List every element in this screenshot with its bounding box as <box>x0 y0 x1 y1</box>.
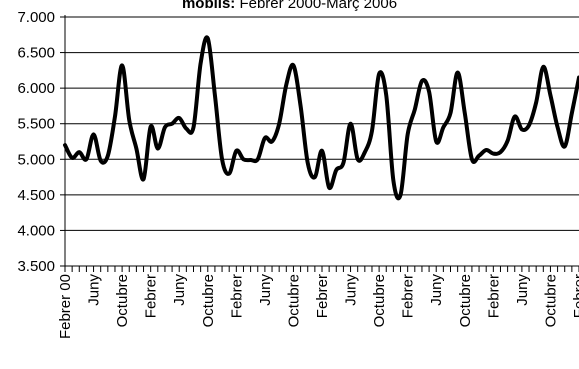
x-tick-label-9: Febrer <box>314 274 331 318</box>
y-tick-label-1: 4.000 <box>17 222 55 239</box>
x-tick-label-2: Octubre <box>114 274 131 327</box>
y-tick-labels: 3.500 4.000 4.500 5.000 5.500 6.000 6.500 7.000 <box>17 9 55 275</box>
x-tick-label-8: Octubre <box>285 274 302 327</box>
chart-title-rest: Febrer 2000-Març 2006 <box>235 0 398 12</box>
x-tick-label-14: Octubre <box>457 274 474 327</box>
x-tick-label-5: Octubre <box>200 274 217 327</box>
x-tick-labels: Febrer 00 Juny Octubre Febrer Juny Octubre Feb… <box>57 274 579 340</box>
x-tick-label-12: Febrer <box>400 274 417 318</box>
y-tick-label-7: 7.000 <box>17 9 55 26</box>
y-tick-label-2: 4.500 <box>17 187 55 204</box>
x-tick-label-17: Octubre <box>542 274 559 327</box>
y-tick-label-3: 5.000 <box>17 151 55 168</box>
x-tick-label-13: Juny <box>428 274 445 306</box>
y-tick-label-4: 5.500 <box>17 116 55 133</box>
x-tick-label-10: Juny <box>343 274 360 306</box>
series-lines <box>63 35 579 201</box>
x-tick-label-11: Octubre <box>371 274 388 327</box>
x-tick-label-7: Juny <box>257 274 274 306</box>
x-tick-label-16: Juny <box>514 274 531 306</box>
y-tick-label-0: 3.500 <box>17 258 55 275</box>
series-line <box>63 35 579 201</box>
x-tick-label-6: Febrer <box>228 274 245 318</box>
y-tick-label-5: 6.000 <box>17 80 55 97</box>
x-tick-label-15: Febrer <box>485 274 502 318</box>
x-tick-marks <box>64 266 579 272</box>
x-tick-label-18: Febrer <box>571 274 579 318</box>
grid-lines <box>65 16 579 231</box>
chart-title-bold: mobils: <box>181 0 236 12</box>
y-tick-label-6: 6.500 <box>17 45 55 62</box>
x-tick-label-3: Febrer <box>143 274 160 318</box>
x-tick-label-4: Juny <box>171 274 188 306</box>
x-tick-label-0: Febrer 00 <box>57 274 74 339</box>
chart-title: mobils: Febrer 2000-Març 2006 <box>0 0 579 12</box>
x-tick-label-1: Juny <box>86 274 103 306</box>
